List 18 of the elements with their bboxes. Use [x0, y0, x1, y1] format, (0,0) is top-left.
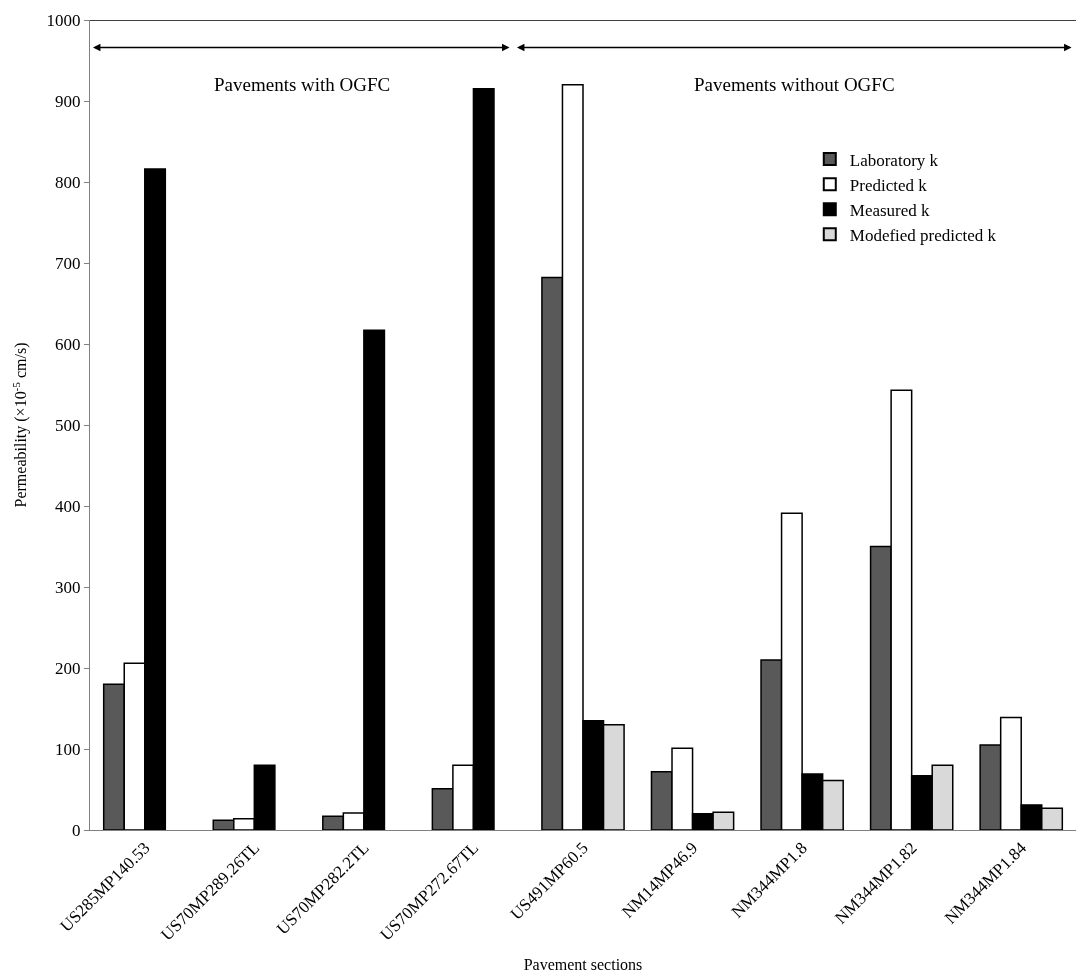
annotation: Pavements without OGFC	[694, 74, 895, 95]
y-tick-label: 600	[55, 334, 81, 354]
legend-label: Laboratory k	[849, 150, 939, 170]
legend-label: Predicted k	[849, 175, 928, 195]
y-tick-label: 500	[55, 415, 81, 435]
y-tick-label: 700	[55, 253, 81, 273]
x-axis-title: Pavement sections	[523, 955, 643, 973]
y-tick-label: 900	[55, 91, 81, 111]
y-tick-label: 0	[72, 820, 81, 840]
y-tick-label: 800	[55, 172, 81, 192]
y-tick-label: 300	[55, 577, 81, 597]
y-tick-label: 200	[55, 658, 81, 678]
y-tick-label: 400	[55, 496, 81, 516]
legend-label: Measured k	[849, 200, 931, 220]
legend-label: Modefied predicted k	[849, 225, 997, 245]
annotation: Pavements with OGFC	[214, 74, 391, 95]
y-tick-label: 100	[55, 739, 81, 759]
y-tick-label: 1000	[46, 10, 81, 30]
